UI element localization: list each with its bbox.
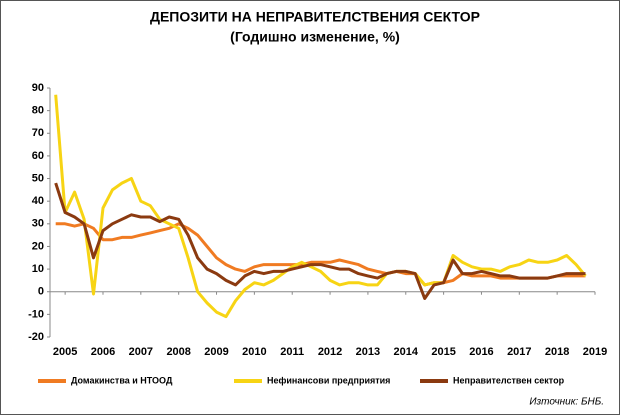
x-tick-label: 2010 <box>242 346 266 358</box>
y-tick-label: 80 <box>32 105 44 117</box>
x-tick-label: 2011 <box>280 346 304 358</box>
source-note: Източник: БНБ. <box>529 397 604 408</box>
x-tick-label: 2018 <box>545 346 569 358</box>
legend-label: Домакинства и НТООД <box>71 375 173 385</box>
series-line <box>55 222 586 287</box>
x-tick-label: 2009 <box>204 346 228 358</box>
series-line <box>54 182 586 300</box>
series-line <box>54 94 587 319</box>
y-tick-label: 50 <box>32 172 44 184</box>
y-tick-label: 10 <box>32 263 44 275</box>
y-tick-label: 0 <box>38 286 44 298</box>
x-tick-label: 2005 <box>53 346 77 358</box>
x-tick-label: 2013 <box>356 346 380 358</box>
x-tick-label: 2016 <box>469 346 493 358</box>
y-tick-label: 90 <box>32 82 44 94</box>
y-tick-label: -10 <box>28 308 44 320</box>
y-tick-label: 20 <box>32 240 44 252</box>
y-tick-label: 30 <box>32 218 44 230</box>
chart-title: ДЕПОЗИТИ НА НЕПРАВИТЕЛСТВЕНИЯ СЕКТОР <box>150 9 480 25</box>
y-tick-label: 60 <box>32 150 44 162</box>
chart-subtitle: (Годишно изменение, %) <box>230 29 400 45</box>
y-tick-label: 40 <box>32 195 44 207</box>
x-tick-label: 2008 <box>166 346 190 358</box>
x-tick-label: 2015 <box>431 346 455 358</box>
x-tick-label: 2006 <box>91 346 115 358</box>
y-tick-label: 70 <box>32 127 44 139</box>
x-tick-label: 2019 <box>583 346 607 358</box>
legend-label: Нефинансови предприятия <box>267 375 390 385</box>
y-tick-label: -20 <box>28 331 44 343</box>
x-tick-label: 2017 <box>507 346 531 358</box>
x-tick-label: 2012 <box>318 346 342 358</box>
x-tick-label: 2007 <box>129 346 153 358</box>
x-tick-label: 2014 <box>394 346 419 358</box>
legend-label: Неправителствен сектор <box>453 375 565 385</box>
